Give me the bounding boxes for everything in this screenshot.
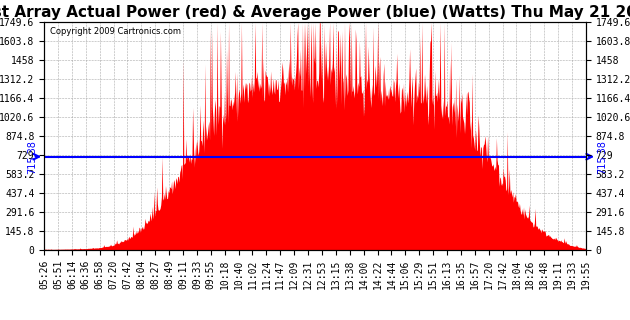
Text: West Array Actual Power (red) & Average Power (blue) (Watts) Thu May 21 20:07: West Array Actual Power (red) & Average … [0,5,630,20]
Text: Copyright 2009 Cartronics.com: Copyright 2009 Cartronics.com [50,27,181,36]
Text: 715.38: 715.38 [597,140,607,174]
Text: 715.38: 715.38 [27,140,37,174]
